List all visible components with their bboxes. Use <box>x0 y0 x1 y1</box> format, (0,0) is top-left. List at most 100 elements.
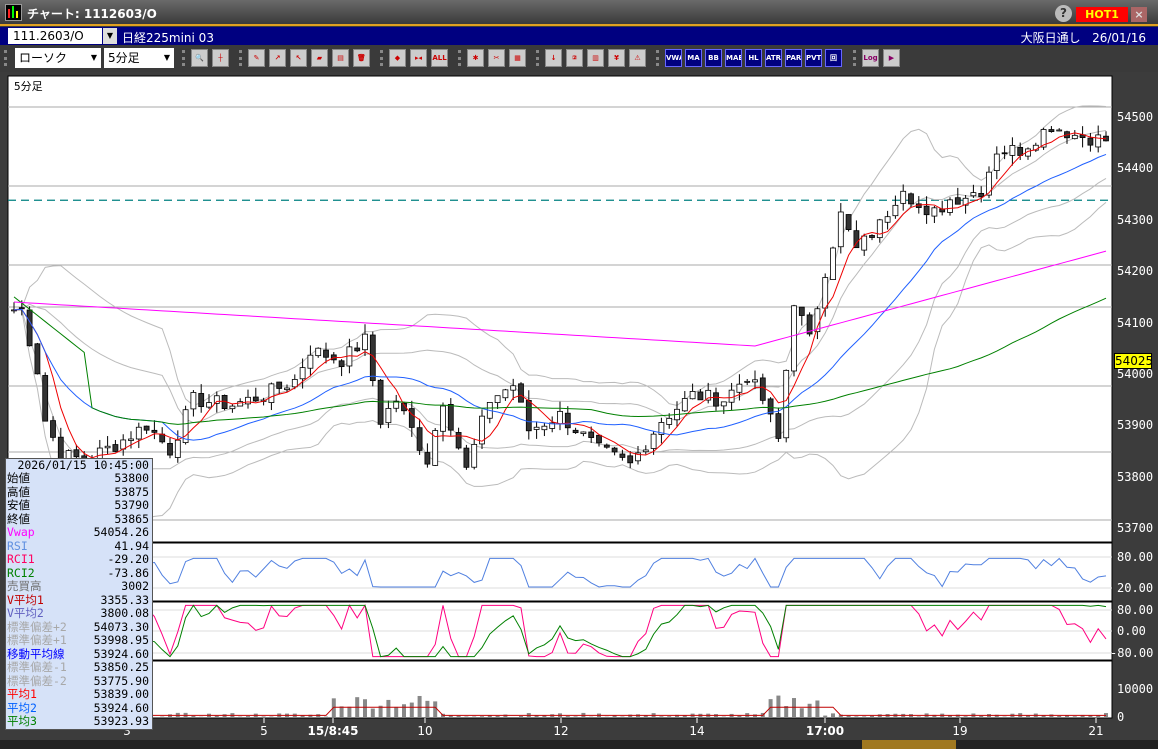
volume-bar <box>480 716 484 717</box>
market-name: 大阪日通し <box>1020 31 1081 45</box>
toolbar-grip[interactable] <box>182 50 185 66</box>
indicator-7-button[interactable]: PVT <box>805 49 822 67</box>
volume-bar <box>464 716 469 717</box>
ma25-line <box>13 153 1107 441</box>
volume-bar <box>776 695 781 717</box>
indicator-2-button[interactable]: BB <box>705 49 722 67</box>
toolbar-grip[interactable] <box>656 50 659 66</box>
chart-area[interactable] <box>0 72 1158 740</box>
volume-bar <box>846 715 851 717</box>
volume-bar <box>370 708 375 717</box>
legend-row: 標準偏差+1 53998.95 <box>6 633 152 648</box>
candle-body <box>354 347 361 352</box>
indicator-3-button[interactable]: MAE <box>725 49 742 67</box>
legend-value: 53865 <box>114 511 149 526</box>
zoom-in-button[interactable]: ◆ <box>389 49 406 67</box>
chart-type-select[interactable]: ローソク ▼ <box>15 48 101 68</box>
time-axis-label: 14 <box>689 724 705 738</box>
zoom-out-button[interactable]: ▸◂ <box>410 49 427 67</box>
toolbar-grip[interactable] <box>239 50 242 66</box>
select-button[interactable]: ↖ <box>290 49 307 67</box>
volume-bar <box>214 715 219 717</box>
volume-bar <box>643 715 648 717</box>
candle-body <box>572 429 579 434</box>
candle-body <box>627 455 634 464</box>
symbol-dropdown-button[interactable]: ▼ <box>103 28 117 44</box>
legend-value: 53790 <box>114 498 149 512</box>
legend-row: 標準偏差-2 53775.90 <box>6 673 152 689</box>
alert-button[interactable]: ⚠ <box>629 49 646 67</box>
indicator-0-button[interactable]: VWAP <box>665 49 682 67</box>
legend-label: 標準偏差+1 <box>7 633 67 647</box>
candle-body <box>416 427 423 451</box>
legend-row: V平均1 3355.33 <box>6 592 152 608</box>
volume-bar <box>1088 715 1093 717</box>
candle-body <box>135 426 142 440</box>
zoom-button[interactable]: 🔍 <box>191 49 208 67</box>
crosshair-button[interactable]: ┼ <box>212 49 229 67</box>
indicator-6-button[interactable]: PARA <box>785 49 802 67</box>
toolbar-grip[interactable] <box>4 50 7 66</box>
scroll-strip[interactable] <box>0 740 1158 749</box>
volume-bar <box>831 713 835 717</box>
trendline-button[interactable]: ↗ <box>269 49 286 67</box>
legend-label: 安値 <box>7 498 30 512</box>
legend-label: 平均3 <box>7 714 37 728</box>
toolbar-grip[interactable] <box>380 50 383 66</box>
legend-row: RCI2 -73.86 <box>6 566 152 581</box>
candle-body <box>284 387 290 390</box>
hot1-button[interactable]: HOT1 <box>1076 7 1128 22</box>
time-axis-label: 5 <box>260 724 268 738</box>
volume-bar <box>425 700 430 717</box>
indicator-5-button[interactable]: ATR <box>765 49 782 67</box>
symbol-input[interactable]: 111.2603/O <box>8 28 102 44</box>
toolbar-grip[interactable] <box>458 50 461 66</box>
rci1-line <box>13 603 1107 658</box>
board-button[interactable]: ▥ <box>587 49 604 67</box>
time-axis-label: 12 <box>553 724 569 738</box>
settings-button[interactable]: ✱ <box>467 49 484 67</box>
scroll-thumb[interactable] <box>862 740 956 749</box>
candle-body <box>1009 145 1016 156</box>
candle-body <box>1087 137 1094 146</box>
help-button[interactable]: ? <box>1055 5 1072 22</box>
order-button[interactable]: ↓ <box>545 49 562 67</box>
indicator-4-button[interactable]: HL <box>745 49 762 67</box>
candle-body <box>502 389 509 399</box>
eraser-button[interactable]: ▰ <box>311 49 328 67</box>
candle-body <box>947 199 953 213</box>
toolbar-grip[interactable] <box>536 50 539 66</box>
candle-body <box>42 375 49 422</box>
all-button[interactable]: ALL <box>431 49 448 67</box>
rci-axis-label: 80.00 <box>1117 603 1154 617</box>
indicator-1-button[interactable]: MA <box>685 49 702 67</box>
candle-body <box>954 197 961 205</box>
candle-body <box>338 360 345 368</box>
volume-bar <box>768 699 773 717</box>
market-session: 大阪日通し 26/01/16 <box>1021 29 1146 46</box>
volume-axis-label: 0 <box>1117 710 1125 724</box>
copy-button[interactable]: ▤ <box>332 49 349 67</box>
toolbar-grip[interactable] <box>853 50 856 66</box>
tools-button[interactable]: ✂ <box>488 49 505 67</box>
volume-ma1-line <box>14 706 1106 716</box>
close-button[interactable]: × <box>1131 7 1147 22</box>
legend-row: 移動平均線 53924.60 <box>6 647 152 662</box>
price-axis-label: 53800 <box>1117 469 1154 484</box>
volume-bar <box>916 716 921 717</box>
indicator-8-button[interactable]: 回 <box>825 49 842 67</box>
candle-body <box>596 434 602 444</box>
color-button[interactable]: ▦ <box>509 49 526 67</box>
trash-button[interactable]: 🗑 <box>353 49 370 67</box>
yen-button[interactable]: ¥ <box>608 49 625 67</box>
legend-label: V平均1 <box>7 592 44 607</box>
pen-button[interactable]: ✎ <box>248 49 265 67</box>
ticker-button[interactable]: ② <box>566 49 583 67</box>
interval-select[interactable]: 5分足 ▼ <box>104 48 174 68</box>
rsi-axis-label: 80.00 <box>1117 550 1154 564</box>
legend-value: 3355.33 <box>100 592 149 607</box>
export-button[interactable]: ▶ <box>883 49 900 67</box>
legend-value: 53775.90 <box>93 673 149 688</box>
log-button[interactable]: Log <box>862 49 879 67</box>
legend-row: 平均1 53839.00 <box>6 687 152 702</box>
